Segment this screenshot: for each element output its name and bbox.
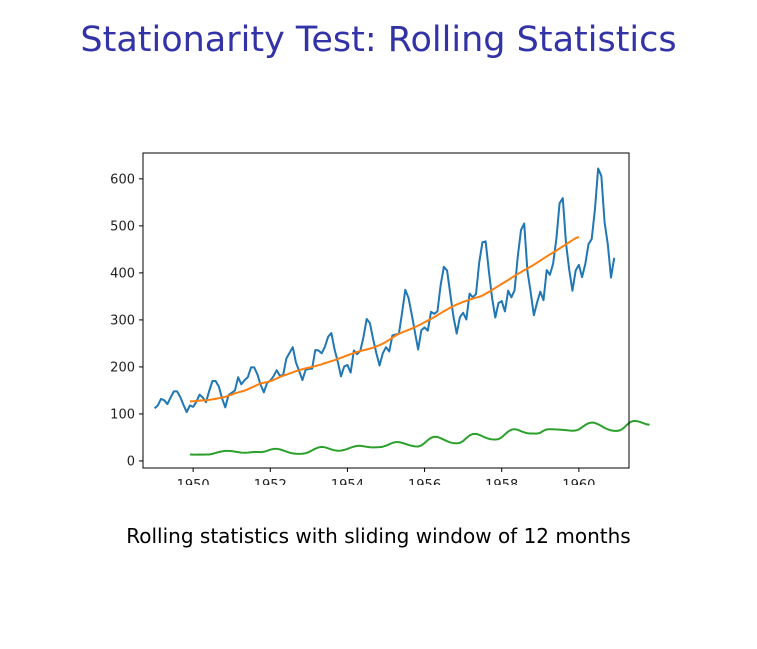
- x-tick-label: 1954: [331, 478, 364, 485]
- x-tick-label: 1956: [408, 478, 441, 485]
- y-tick-label: 100: [110, 407, 135, 422]
- y-tick-label: 600: [110, 172, 135, 187]
- series-line-1: [189, 235, 580, 403]
- chart-svg: 1950 1952 1954 1956 1958 1960 0 100 200 300 400 500…: [110, 152, 650, 493]
- plot-frame: [142, 152, 630, 469]
- y-tick-label: 200: [110, 360, 135, 375]
- series-layer: [153, 167, 650, 456]
- ticks-layer: 1950 1952 1954 1956 1958 1960 0 100 200 300 400 500…: [110, 172, 595, 493]
- x-tick-label: 1950: [177, 478, 210, 485]
- x-tick-label: 1958: [485, 478, 518, 485]
- x-tick-label: 1952: [254, 478, 287, 485]
- series-line-2: [189, 419, 650, 456]
- y-tick-label: 500: [110, 219, 135, 234]
- slide-caption: Rolling statistics with sliding window o…: [126, 524, 631, 548]
- x-tick-label: 1960: [562, 478, 595, 485]
- series-line-0: [153, 167, 616, 414]
- slide-title: Stationarity Test: Rolling Statistics: [80, 20, 677, 60]
- y-tick-label: 0: [127, 454, 135, 469]
- y-tick-label: 400: [110, 266, 135, 281]
- y-tick-label: 300: [110, 313, 135, 328]
- chart: 1950 1952 1954 1956 1958 1960 0 100 200 300 400 500…: [95, 145, 655, 493]
